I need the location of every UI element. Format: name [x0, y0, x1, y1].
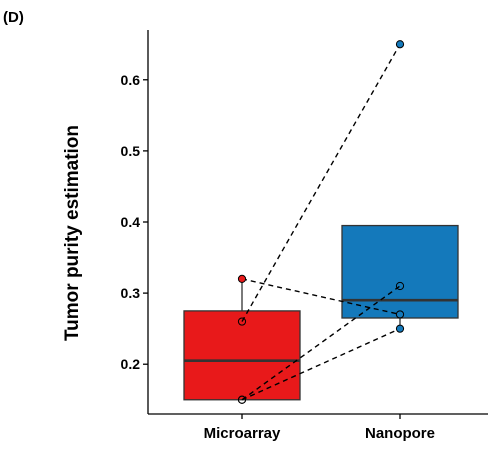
pair-line-3: [241, 285, 401, 401]
nanopore-point-2: [395, 40, 405, 49]
pair-line-4: [241, 328, 401, 401]
y-tick-label: 0.3: [121, 285, 141, 301]
y-axis-title: Tumor purity estimation: [62, 125, 83, 341]
microarray-point-2: [237, 317, 247, 326]
axes: 0.2 0.3 0.4 0.5 0.6 Microarray Nanopore: [121, 30, 488, 442]
nanopore-point-4: [395, 324, 405, 333]
nanopore-point-1: [395, 310, 405, 319]
pair-line-2: [241, 43, 401, 322]
microarray-box: [183, 310, 301, 401]
y-tick-label: 0.2: [121, 356, 141, 372]
panel-label: (D): [3, 9, 24, 26]
y-tick-label: 0.6: [121, 72, 141, 88]
y-tick-label: 0.5: [121, 143, 141, 159]
x-tick-label: Microarray: [204, 425, 281, 442]
y-tick-label: 0.4: [121, 214, 141, 230]
plot-area: [183, 40, 459, 404]
nanopore-point-3: [395, 281, 405, 291]
x-tick-label: Nanopore: [365, 425, 435, 442]
microarray-point-1: [237, 274, 247, 283]
microarray-point-4: [237, 395, 247, 404]
nanopore-box: [341, 224, 459, 319]
